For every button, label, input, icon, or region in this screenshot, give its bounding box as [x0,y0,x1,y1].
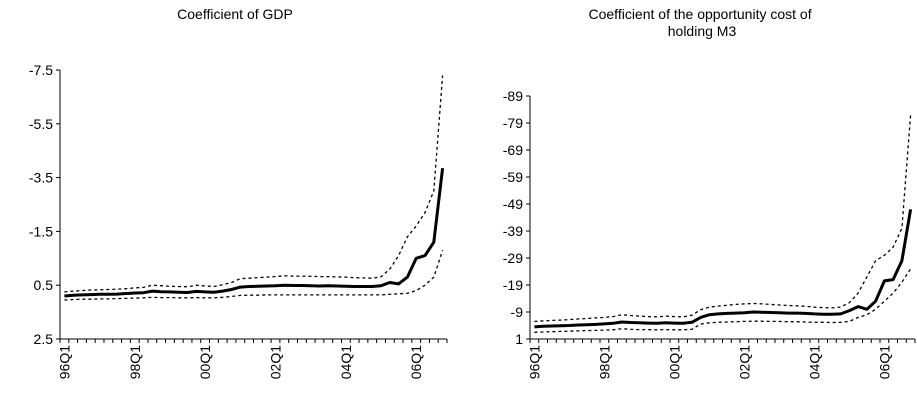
x-tick-label: 98Q1 [127,345,143,379]
estimate-line [534,209,913,329]
y-tick-label: -29 [503,250,523,266]
x-tick-label: 04Q1 [806,345,822,379]
x-tick-label: 96Q1 [56,345,72,379]
chart-title: Coefficient of GDP [177,6,293,22]
x-tick-label: 98Q1 [596,345,612,379]
y-tick-label: -1.5 [29,223,53,239]
x-tick-label: 02Q1 [267,345,283,379]
y-tick-label: -7.5 [29,62,53,78]
y-tick-label: 0.5 [34,277,54,293]
x-tick-label: 00Q1 [197,345,213,379]
x-tick-label: 06Q1 [408,345,424,379]
y-tick-label: -69 [503,142,523,158]
x-tick-label: 00Q1 [666,345,682,379]
lower-band-line [534,114,912,323]
x-tick-label: 02Q1 [736,345,752,379]
y-tick-label: -79 [503,115,523,131]
y-tick-label: -3.5 [29,170,53,186]
x-tick-label: 06Q1 [876,345,892,379]
chart-title-line-2: holding M3 [668,23,737,39]
y-tick-label: -49 [503,196,523,212]
lower-band-line [64,75,444,293]
chart-title-line-1: Coefficient of the opportunity cost of [589,6,812,22]
upper-band-line [534,268,912,333]
y-tick-label: -39 [503,223,523,239]
chart-title: Coefficient of the opportunity cost of h… [589,6,816,39]
y-tick-label: 2.5 [34,331,54,347]
y-tick-label: -5.5 [29,116,53,132]
y-tick-label: -9 [511,304,524,320]
gdp-coefficient-chart: Coefficient of GDP 2.5 0.5 -1.5 -3.5 -5.5 -7.… [29,6,448,379]
y-tick-label: -59 [503,169,523,185]
estimate-line [64,168,445,298]
opportunity-cost-coefficient-chart: Coefficient of the opportunity cost of h… [503,6,916,379]
y-tick-label: 1 [515,331,523,347]
x-tick-label: 04Q1 [338,345,354,379]
y-tick-label: -89 [503,88,523,104]
y-tick-label: -19 [503,277,523,293]
x-tick-label: 96Q1 [526,345,542,379]
